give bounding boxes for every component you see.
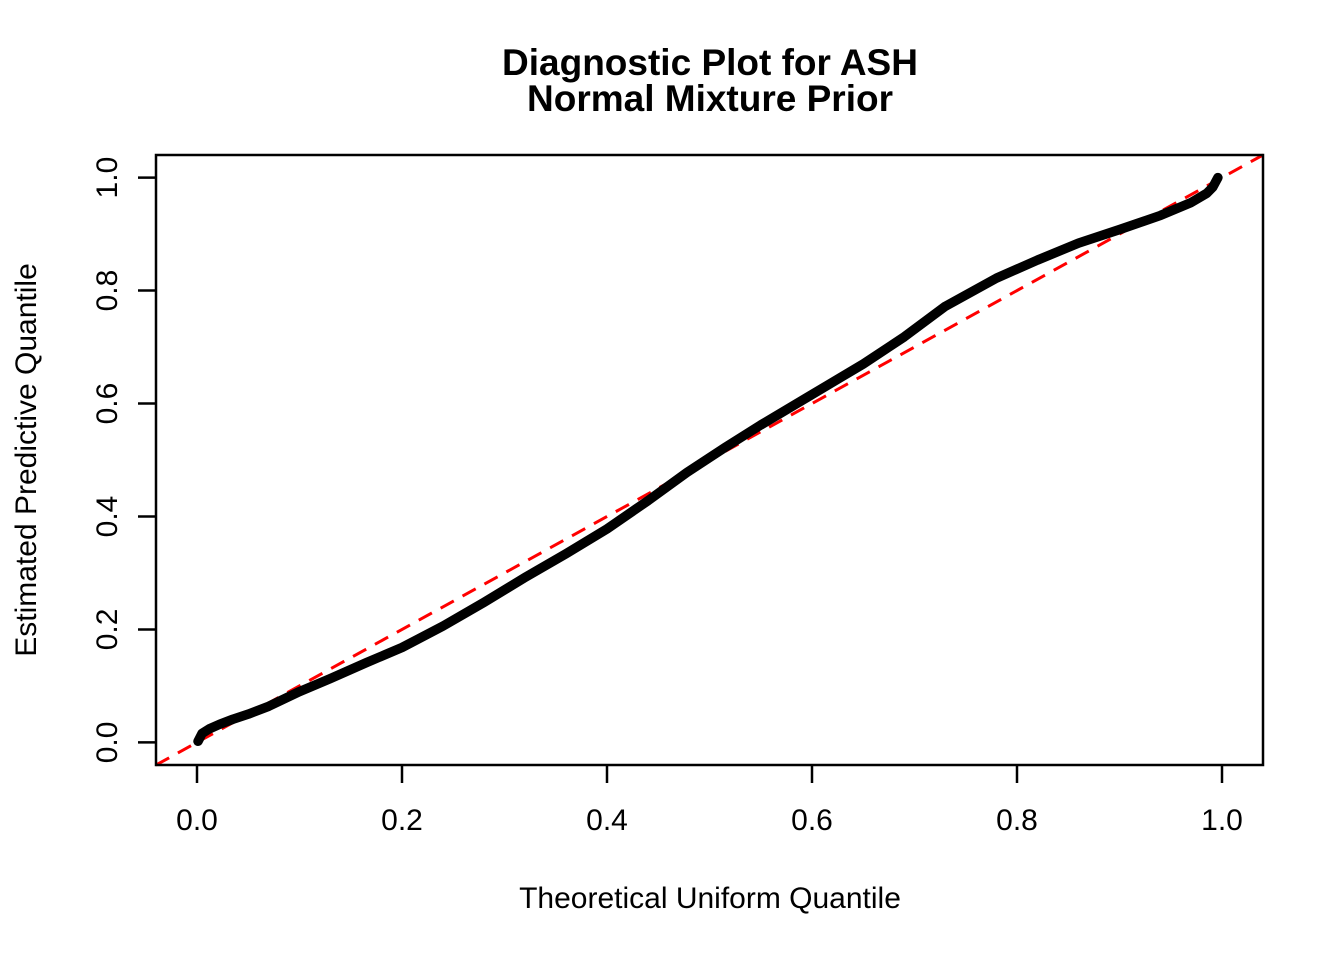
x-tick-label: 1.0 [1201, 804, 1243, 837]
x-tick-label: 0.2 [381, 804, 423, 837]
plot-title-line1: Diagnostic Plot for ASH [502, 42, 918, 83]
plot-title-line2: Normal Mixture Prior [527, 78, 893, 119]
y-tick-label: 0.6 [91, 383, 124, 425]
x-tick-label: 0.6 [791, 804, 833, 837]
x-tick-label: 0.8 [996, 804, 1038, 837]
y-tick-label: 0.8 [91, 270, 124, 312]
qq-curve [193, 172, 1223, 747]
x-tick-label: 0.0 [176, 804, 218, 837]
y-tick-label: 0.4 [91, 496, 124, 538]
x-tick-label: 0.4 [586, 804, 628, 837]
plot-box-border [154, 153, 1265, 767]
y-tick-label: 0.2 [91, 609, 124, 651]
y-axis-title: Estimated Predictive Quantile [10, 263, 43, 657]
y-axis-ticks: 0.0 0.2 0.4 0.6 0.8 1.0 [91, 157, 156, 764]
x-axis-title: Theoretical Uniform Quantile [519, 882, 901, 915]
y-tick-label: 1.0 [91, 157, 124, 199]
x-axis-ticks: 0.0 0.2 0.4 0.6 0.8 1.0 [176, 765, 1243, 837]
y-tick-label: 0.0 [91, 722, 124, 764]
